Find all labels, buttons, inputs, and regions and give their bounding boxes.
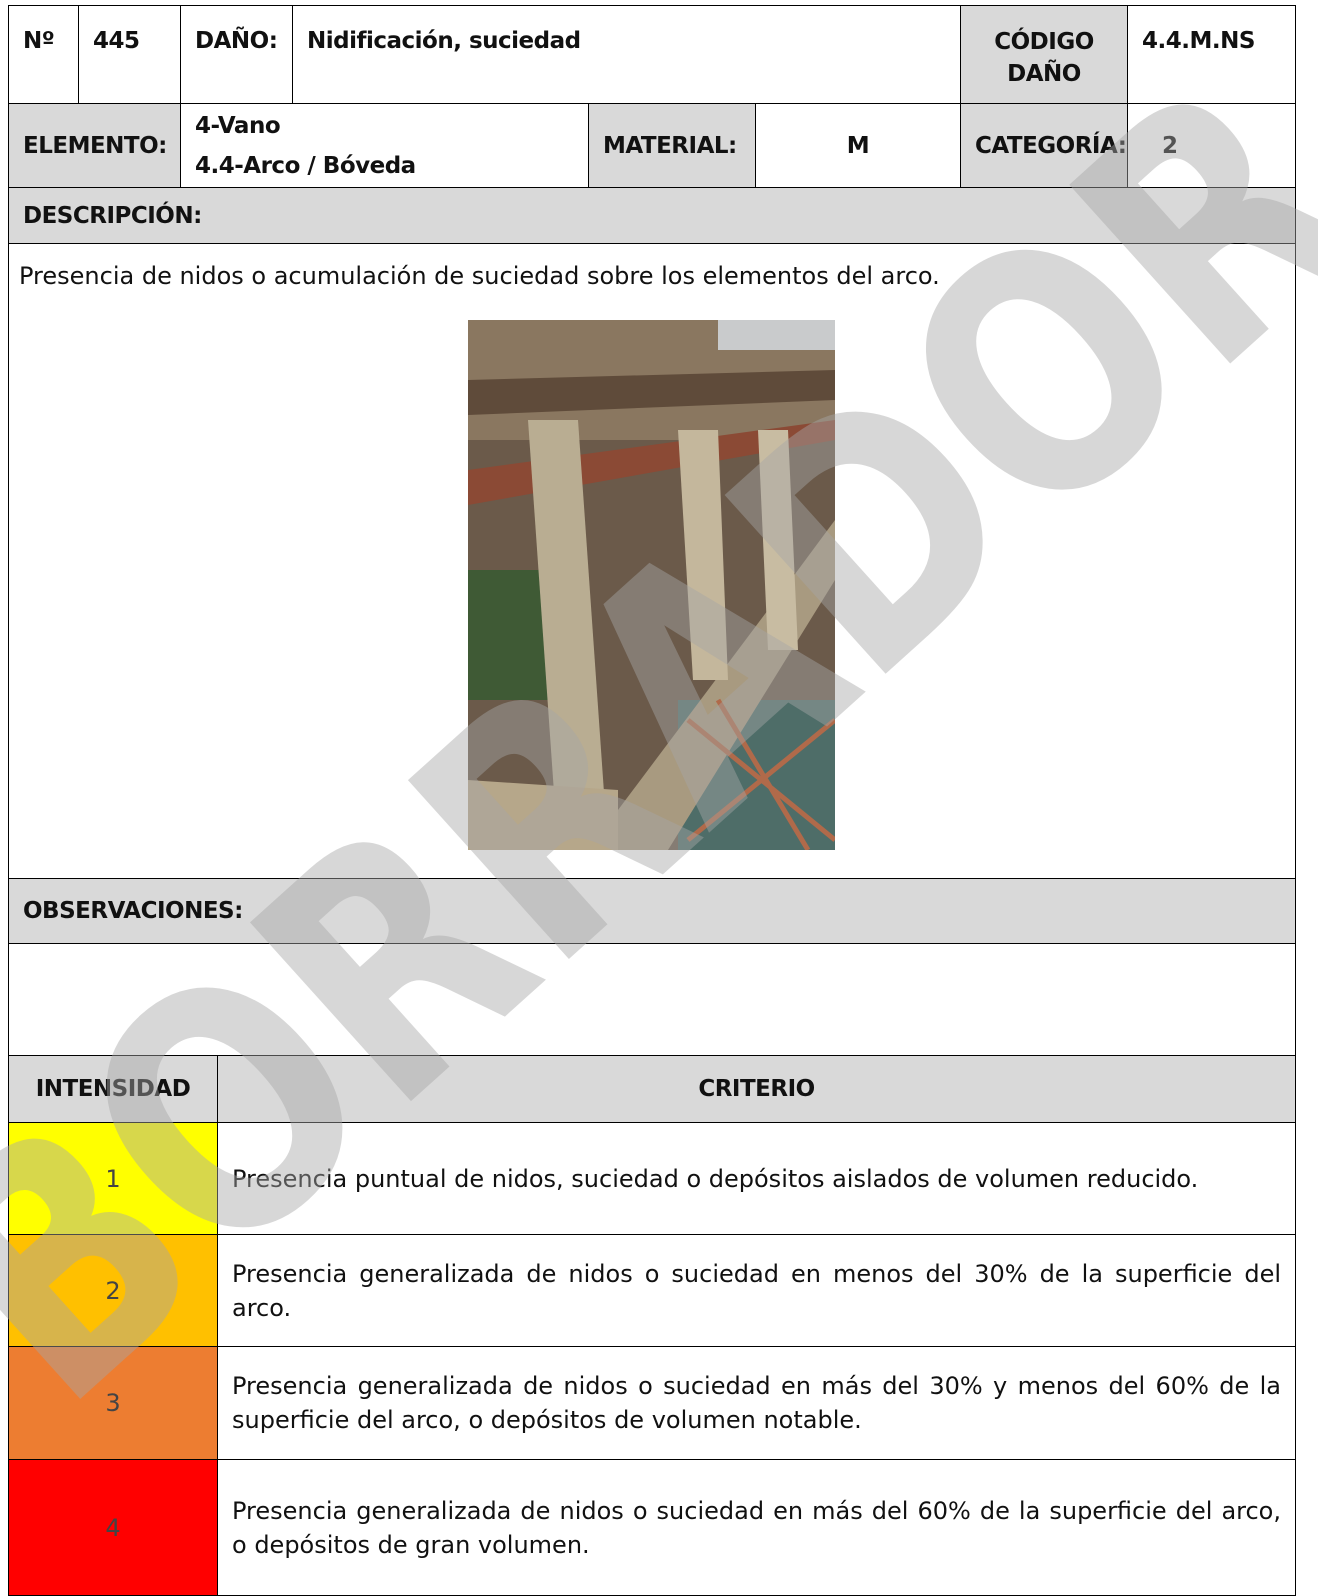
dano: Nidificación, suciedad (292, 5, 961, 104)
intensity-level: 3 (8, 1346, 218, 1460)
elemento-line: 4.4-Arco / Bóveda (195, 152, 416, 179)
dano-label: DAÑO: (180, 5, 293, 104)
elemento: 4-Vano 4.4-Arco / Bóveda (180, 103, 589, 188)
categoria-label: CATEGORÍA: (960, 103, 1128, 188)
codigo-label: CÓDIGO DAÑO (960, 5, 1128, 104)
observaciones-title: OBSERVACIONES: (8, 878, 1296, 944)
criterion: Presencia puntual de nidos, suciedad o d… (217, 1122, 1296, 1235)
photo (468, 320, 835, 850)
intensity-header: INTENSIDAD (8, 1055, 218, 1123)
codigo-label-line: CÓDIGO (994, 29, 1094, 55)
intensity-level: 1 (8, 1122, 218, 1235)
material: M (755, 103, 961, 188)
criterion: Presencia generalizada de nidos o sucied… (217, 1346, 1296, 1460)
descripcion-text: Presencia de nidos o acumulación de suci… (19, 262, 940, 290)
elemento-label: ELEMENTO: (8, 103, 181, 188)
descripcion-title: DESCRIPCIÓN: (8, 187, 1296, 244)
criterion: Presencia generalizada de nidos o sucied… (217, 1459, 1296, 1596)
criterion-header: CRITERIO (217, 1055, 1296, 1123)
observaciones-cell (8, 943, 1296, 1056)
codigo-label-line: DAÑO (1007, 61, 1081, 87)
categoria: 2 (1127, 103, 1296, 188)
no: 445 (78, 5, 181, 104)
criterion: Presencia generalizada de nidos o sucied… (217, 1234, 1296, 1347)
codigo: 4.4.M.NS (1127, 5, 1296, 104)
no-label: Nº (8, 5, 79, 104)
material-label: MATERIAL: (588, 103, 756, 188)
elemento-line: 4-Vano (195, 112, 281, 139)
intensity-level: 2 (8, 1234, 218, 1347)
intensity-level: 4 (8, 1459, 218, 1596)
